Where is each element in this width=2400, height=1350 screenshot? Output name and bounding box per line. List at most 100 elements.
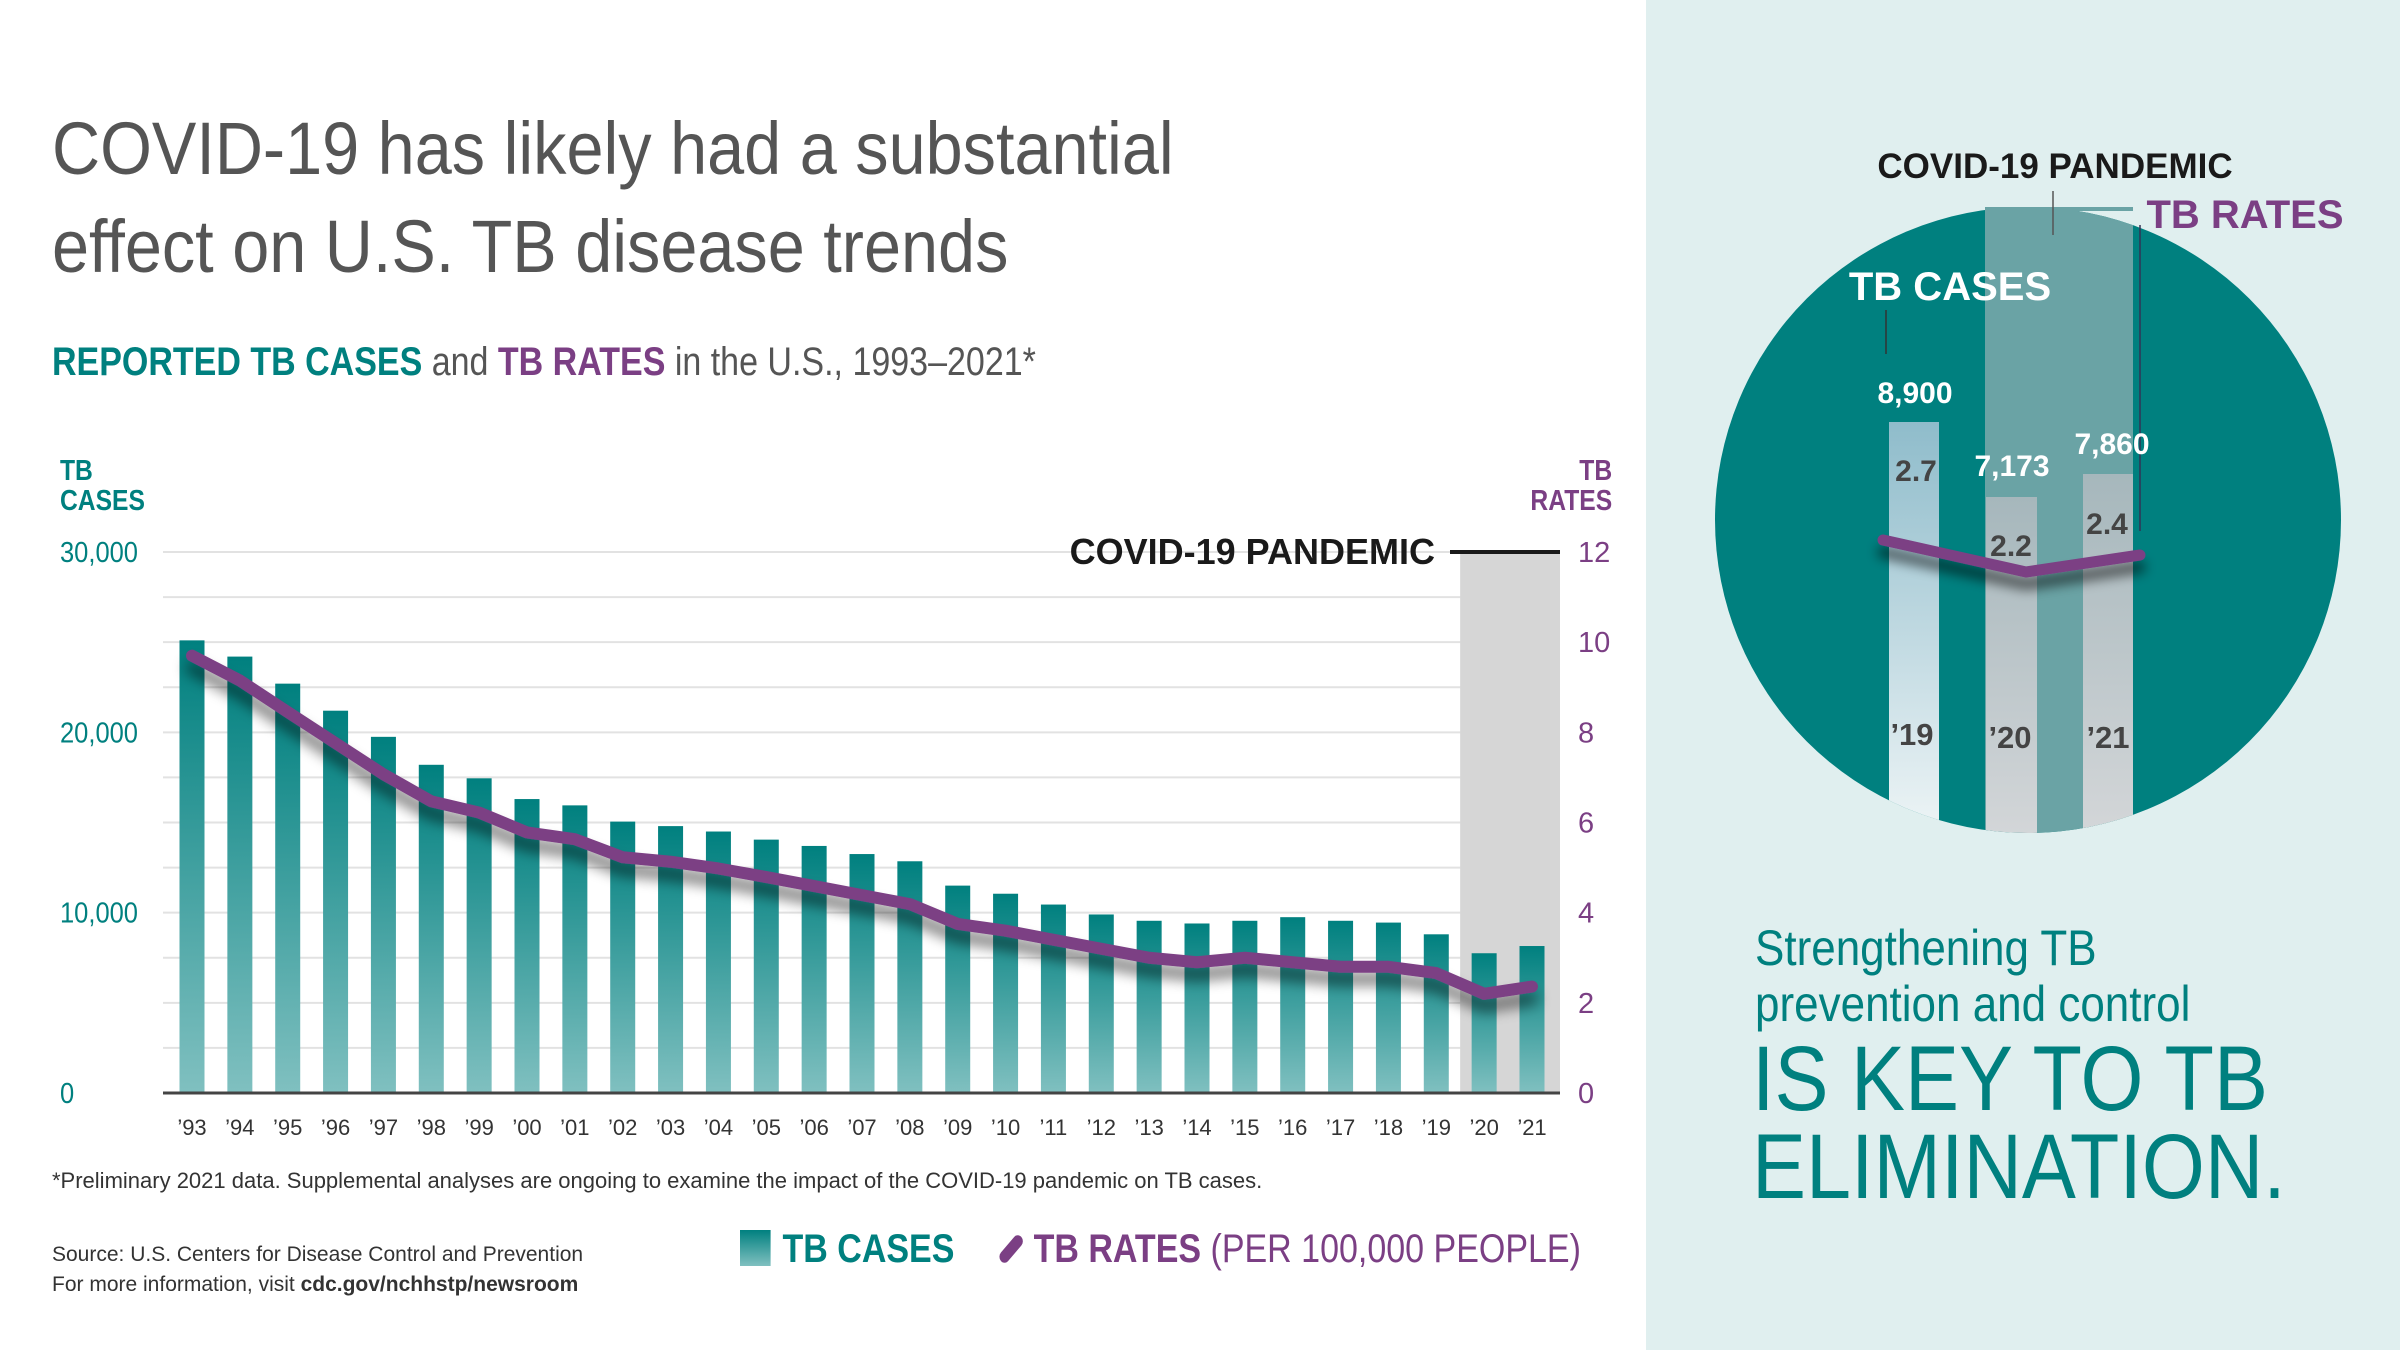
pandemic-label: COVID-19 PANDEMIC xyxy=(1070,531,1435,572)
inset-rate-20: 2.2 xyxy=(1990,530,2032,563)
bar-tb-cases xyxy=(1375,922,1401,1093)
x-tick-label: ’14 xyxy=(1182,1115,1211,1140)
inset-pandemic-band-top xyxy=(1985,207,2133,211)
inset-pandemic-label: COVID-19 PANDEMIC xyxy=(1877,147,2232,186)
inset-cases-19: 8,900 xyxy=(1877,377,1952,410)
x-tick-label: ’02 xyxy=(608,1115,637,1140)
x-tick-label: ’16 xyxy=(1278,1115,1307,1140)
inset-year-20: ’20 xyxy=(1988,720,2031,755)
left-y-tick-label: 30,000 xyxy=(60,535,138,568)
x-tick-label: ’07 xyxy=(847,1115,876,1140)
x-tick-label: ’05 xyxy=(752,1115,781,1140)
x-tick-label: ’09 xyxy=(943,1115,972,1140)
x-tick-label: ’93 xyxy=(177,1115,206,1140)
inset-rate-19: 2.7 xyxy=(1895,455,1937,488)
legend-cases-label: TB CASES xyxy=(782,1227,955,1271)
bar-tb-cases xyxy=(179,640,205,1093)
left-axis-title-2: CASES xyxy=(60,485,145,517)
bar-tb-cases xyxy=(658,826,684,1093)
right-y-tick-label: 6 xyxy=(1578,808,1594,840)
footnote: *Preliminary 2021 data. Supplemental ana… xyxy=(52,1168,1263,1193)
bar-tb-cases xyxy=(610,821,636,1093)
chart-subtitle: REPORTED TB CASES and TB RATES in the U.… xyxy=(52,340,1036,385)
x-tick-label: ’19 xyxy=(1422,1115,1451,1140)
bar-tb-cases xyxy=(1471,953,1497,1093)
inset-bar-20 xyxy=(1986,497,2037,833)
line-tb-rates xyxy=(186,649,1538,1000)
bar-tb-cases xyxy=(370,736,396,1093)
page-title: COVID-19 has likely had a substantial ef… xyxy=(52,100,1312,296)
title-line-2: effect on U.S. TB disease trends xyxy=(52,205,1009,288)
subtitle-rates: TB RATES xyxy=(497,340,666,384)
title-line-1: COVID-19 has likely had a substantial xyxy=(52,107,1174,190)
right-y-tick-label: 12 xyxy=(1578,537,1610,569)
more-info-line: For more information, visit cdc.gov/nchh… xyxy=(52,1270,583,1300)
message-line-1: Strengthening TB xyxy=(1755,920,2097,976)
bar-tb-cases xyxy=(1232,920,1258,1093)
x-tick-label: ’94 xyxy=(225,1115,254,1140)
message-intro: Strengthening TB prevention and control xyxy=(1755,920,2190,1032)
bar-tb-cases xyxy=(1136,920,1162,1093)
inset-rate-line xyxy=(1877,534,2146,578)
x-tick-label: ’10 xyxy=(991,1115,1020,1140)
x-tick-label: ’17 xyxy=(1326,1115,1355,1140)
x-tick-label: ’08 xyxy=(895,1115,924,1140)
x-tick-label: ’95 xyxy=(273,1115,302,1140)
bar-tb-cases xyxy=(562,805,588,1093)
bar-tb-cases xyxy=(1519,946,1545,1093)
inset-panel: COVID-19 PANDEMIC TB RATES TB CASES 8,90… xyxy=(1646,0,2400,1350)
bar-tb-cases xyxy=(1423,934,1449,1093)
x-tick-label: ’01 xyxy=(560,1115,589,1140)
inset-year-19: ’19 xyxy=(1890,717,1933,752)
subtitle-rest: in the U.S., 1993–2021* xyxy=(665,340,1036,384)
x-tick-label: ’03 xyxy=(656,1115,685,1140)
x-tick-label: ’98 xyxy=(417,1115,446,1140)
x-tick-label: ’21 xyxy=(1517,1115,1546,1140)
bar-tb-cases xyxy=(1280,917,1306,1093)
source-line: Source: U.S. Centers for Disease Control… xyxy=(52,1243,584,1266)
inset-bar-21 xyxy=(2083,474,2133,833)
source: Source: U.S. Centers for Disease Control… xyxy=(52,1240,583,1300)
x-tick-label: ’15 xyxy=(1230,1115,1259,1140)
bar-tb-cases xyxy=(466,778,492,1093)
bar-tb-cases xyxy=(1184,923,1210,1093)
subtitle-cases: REPORTED TB CASES xyxy=(52,340,423,384)
inset-bar-19 xyxy=(1889,422,1939,833)
message-line-3: IS KEY TO TB xyxy=(1752,1028,2269,1130)
x-tick-label: ’96 xyxy=(321,1115,350,1140)
bar-tb-cases xyxy=(1328,920,1354,1093)
message-line-2: prevention and control xyxy=(1755,976,2191,1032)
right-y-tick-label: 8 xyxy=(1578,717,1594,749)
inset-cases-20: 7,173 xyxy=(1974,450,2049,483)
bar-tb-cases xyxy=(227,656,253,1093)
left-y-tick-label: 0 xyxy=(60,1076,74,1109)
x-tick-label: ’12 xyxy=(1087,1115,1116,1140)
left-y-tick-label: 20,000 xyxy=(60,716,138,749)
x-tick-label: ’99 xyxy=(464,1115,493,1140)
x-tick-label: ’20 xyxy=(1469,1115,1498,1140)
inset-cases-label: TB CASES xyxy=(1849,265,2051,309)
x-tick-label: ’00 xyxy=(512,1115,541,1140)
bar-tb-cases xyxy=(514,799,540,1093)
legend: TB CASES TB RATES (PER 100,000 PEOPLE) xyxy=(740,1227,1581,1272)
left-axis-title: TB CASES xyxy=(60,456,145,516)
bar-tb-cases xyxy=(323,710,349,1093)
subtitle-and: and xyxy=(422,340,498,384)
legend-cases-swatch xyxy=(740,1230,771,1266)
x-tick-label: ’13 xyxy=(1134,1115,1163,1140)
bar-tb-cases xyxy=(418,764,444,1093)
x-tick-label: ’04 xyxy=(704,1115,733,1140)
x-tick-label: ’97 xyxy=(369,1115,398,1140)
right-y-tick-label: 0 xyxy=(1578,1078,1594,1110)
legend-rates-label: TB RATES xyxy=(1033,1227,1202,1271)
newsroom-link[interactable]: cdc.gov/nchhstp/newsroom xyxy=(300,1273,579,1296)
message-headline: IS KEY TO TB ELIMINATION. xyxy=(1752,1028,2286,1213)
inset-cases-21: 7,860 xyxy=(2074,428,2149,461)
x-tick-label: ’11 xyxy=(1040,1115,1068,1140)
right-axis-title: TB RATES xyxy=(1530,456,1612,516)
right-y-tick-label: 10 xyxy=(1578,627,1610,659)
left-axis-title-1: TB xyxy=(60,455,93,487)
x-tick-label: ’18 xyxy=(1374,1115,1403,1140)
x-tick-label: ’06 xyxy=(799,1115,828,1140)
